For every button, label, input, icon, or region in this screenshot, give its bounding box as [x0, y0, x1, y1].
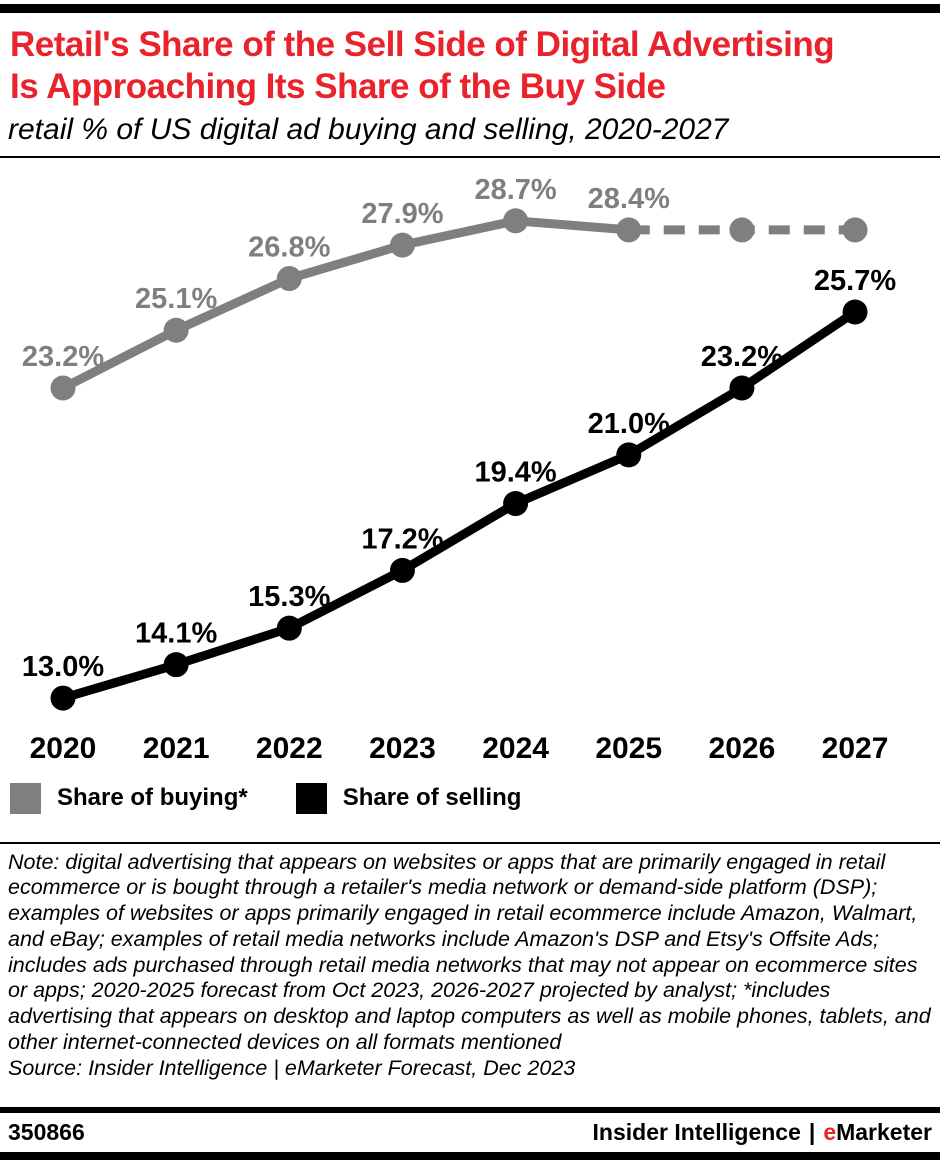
brand-suffix: Marketer — [836, 1119, 932, 1145]
footer-top-bar — [0, 1107, 940, 1113]
title-line-2: Is Approaching Its Share of the Buy Side — [10, 67, 666, 106]
line-chart: 23.2% 25.1% 26.8% 27.9% 28.7% 28.4% 13.0% 14.1%… — [22, 173, 896, 765]
buying-swatch-icon — [10, 782, 41, 814]
top-divider-bar — [0, 4, 940, 13]
svg-text:2021: 2021 — [143, 732, 210, 765]
brand-separator: | — [808, 1119, 816, 1145]
svg-text:27.9%: 27.9% — [361, 198, 443, 230]
svg-text:2026: 2026 — [709, 732, 776, 765]
svg-text:2027: 2027 — [822, 732, 889, 765]
svg-text:21.0%: 21.0% — [588, 407, 670, 439]
svg-text:23.2%: 23.2% — [701, 341, 783, 373]
svg-text:2020: 2020 — [30, 732, 97, 765]
svg-text:2023: 2023 — [369, 732, 436, 765]
svg-text:17.2%: 17.2% — [361, 523, 443, 555]
svg-text:26.8%: 26.8% — [248, 231, 330, 263]
svg-text:19.4%: 19.4% — [474, 456, 556, 488]
chart-legend: Share of buying* Share of selling — [10, 782, 940, 814]
svg-text:28.4%: 28.4% — [588, 182, 670, 214]
selling-swatch-icon — [295, 782, 327, 814]
legend-item-selling: Share of selling — [295, 782, 522, 814]
legend-item-buying: Share of buying* — [10, 782, 248, 814]
brand-e: e — [823, 1119, 837, 1145]
legend-label-buying: Share of buying* — [57, 784, 248, 811]
title-line-1: Retail's Share of the Sell Side of Digit… — [10, 25, 835, 64]
chart-subtitle: retail % of US digital ad buying and sel… — [8, 113, 729, 146]
note-block: Note: digital advertising that appears o… — [0, 844, 940, 1082]
svg-text:25.1%: 25.1% — [135, 283, 217, 315]
note-text: Note: digital advertising that appears o… — [8, 849, 931, 1055]
svg-text:2022: 2022 — [256, 732, 323, 765]
brand-prefix: Insider Intelligence — [592, 1119, 801, 1145]
svg-text:15.3%: 15.3% — [248, 581, 330, 613]
brand-logo: Insider Intelligence | eMarketer — [593, 1119, 932, 1146]
chart-area: 23.2% 25.1% 26.8% 27.9% 28.7% 28.4% 13.0% 14.1%… — [0, 158, 940, 781]
svg-text:25.7%: 25.7% — [814, 265, 896, 297]
bottom-bar — [0, 1152, 940, 1160]
footer: 350866 Insider Intelligence | eMarketer — [0, 1113, 940, 1152]
svg-text:2024: 2024 — [482, 732, 549, 765]
legend-label-selling: Share of selling — [342, 784, 522, 811]
svg-text:28.7%: 28.7% — [474, 173, 556, 205]
footer-group: 350866 Insider Intelligence | eMarketer — [0, 1099, 940, 1160]
svg-text:2025: 2025 — [595, 732, 662, 765]
source-text: Source: Insider Intelligence | eMarketer… — [8, 1055, 576, 1080]
svg-text:14.1%: 14.1% — [135, 617, 217, 649]
chart-id: 350866 — [8, 1119, 85, 1145]
page-title: Retail's Share of the Sell Side of Digit… — [10, 24, 930, 108]
svg-text:13.0%: 13.0% — [22, 651, 104, 683]
title-divider — [0, 155, 940, 158]
note-divider — [0, 841, 940, 844]
svg-text:23.2%: 23.2% — [22, 341, 104, 373]
